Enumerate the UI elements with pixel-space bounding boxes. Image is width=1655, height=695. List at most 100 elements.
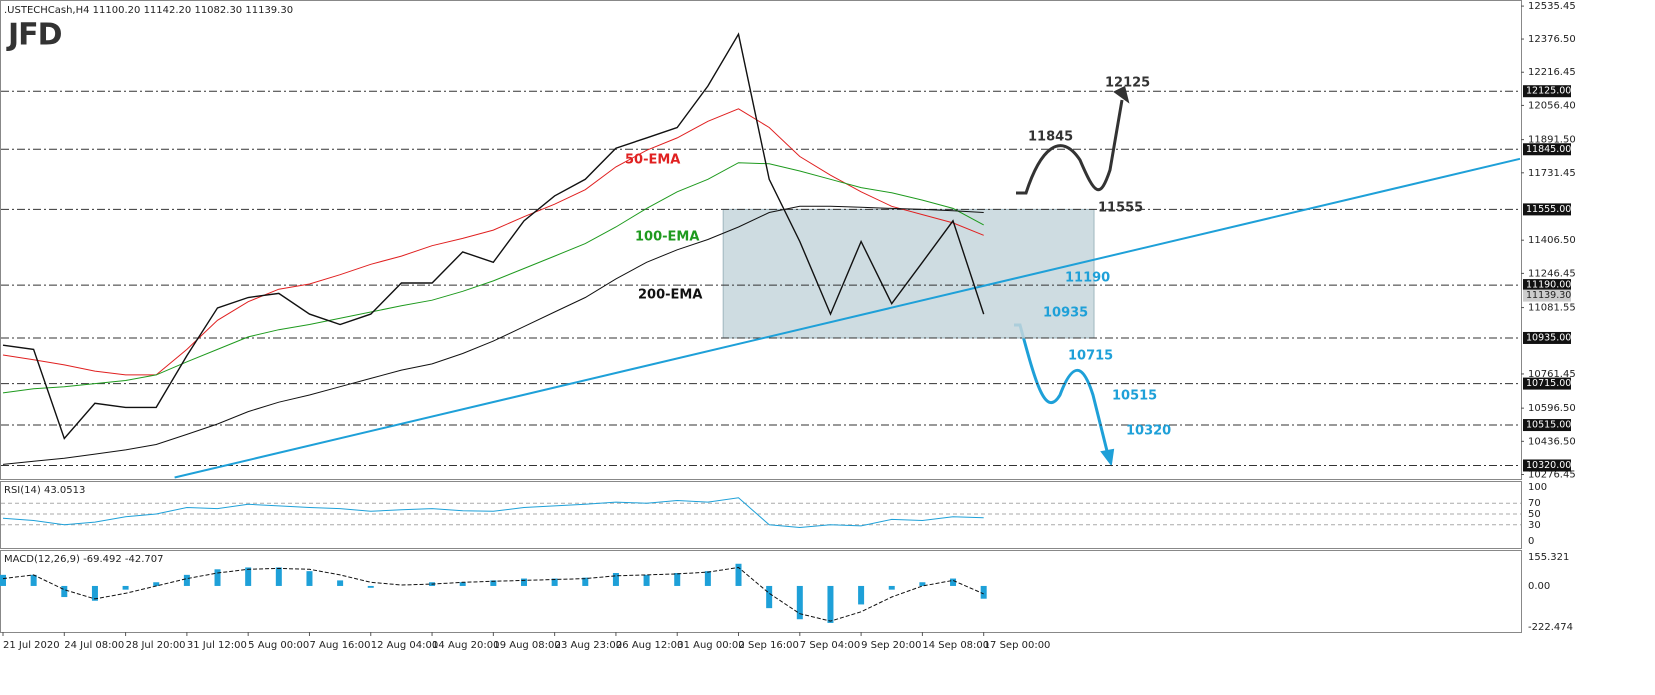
y-tick-label: 12376.50 <box>1528 34 1576 45</box>
level-label: 11845.00 <box>1526 144 1571 155</box>
ema-label: 50-EMA <box>625 153 680 168</box>
level-box <box>1523 279 1571 292</box>
level-box <box>1523 203 1571 216</box>
x-tick-label: 23 Aug 23:00 <box>555 640 622 651</box>
macd-bar <box>980 585 987 599</box>
macd-panel <box>0 550 1522 633</box>
macd-bar <box>490 580 497 586</box>
x-tick-label: 12 Aug 04:00 <box>371 640 438 651</box>
x-tick-label: 28 Jul 20:00 <box>126 640 186 651</box>
macd-bar <box>275 567 282 586</box>
y-tick-label: 12535.45 <box>1528 1 1576 12</box>
macd-bar <box>766 585 773 609</box>
level-box <box>1523 419 1571 432</box>
rsi-tick-label: 70 <box>1528 498 1541 509</box>
level-annotation: 10935 <box>1043 306 1088 321</box>
x-tick-label: 9 Sep 20:00 <box>861 640 921 651</box>
level-label: 10320.00 <box>1526 460 1571 471</box>
header: .USTECHCash,H4 11100.20 11142.20 11082.3… <box>4 5 293 16</box>
macd-bar <box>827 585 834 623</box>
y-tick-label: 10761.45 <box>1528 369 1576 380</box>
macd-bar <box>888 585 895 590</box>
level-box <box>1523 143 1571 156</box>
macd-bar <box>551 578 558 586</box>
rsi-tick-label: 100 <box>1528 482 1547 493</box>
level-box <box>1523 459 1571 472</box>
macd-tick-label: 155.321 <box>1528 552 1569 563</box>
ema-label: 200-EMA <box>638 288 702 303</box>
macd-bar <box>61 585 68 598</box>
rsi-panel <box>0 481 1522 549</box>
macd-bar <box>183 574 190 586</box>
level-box <box>1523 331 1571 344</box>
macd-bar <box>735 563 742 586</box>
macd-bar <box>612 573 619 586</box>
macd-bar <box>704 571 711 586</box>
last-price-label: 11139.30 <box>1526 290 1571 301</box>
level-annotation: 11555 <box>1098 201 1143 216</box>
macd-bar <box>796 585 803 620</box>
macd-bar <box>214 569 221 586</box>
rsi-line <box>2 497 984 529</box>
x-tick-label: 5 Aug 00:00 <box>248 640 309 651</box>
price-line <box>2 32 985 440</box>
rsi-label: RSI(14) 43.0513 <box>4 485 85 496</box>
macd-bar <box>337 580 344 586</box>
macd-tick-label: 0.00 <box>1528 581 1550 592</box>
last-price-box <box>1523 289 1571 302</box>
rsi-tick-label: 50 <box>1528 509 1541 520</box>
y-tick-label: 11731.45 <box>1528 168 1576 179</box>
level-annotation: 11845 <box>1028 130 1073 145</box>
macd-bar <box>153 582 160 586</box>
x-tick-label: 31 Jul 12:00 <box>187 640 247 651</box>
x-tick-label: 7 Aug 16:00 <box>309 640 370 651</box>
level-box <box>1523 85 1571 98</box>
macd-signal <box>2 566 984 622</box>
macd-bar <box>459 582 466 586</box>
y-tick-label: 12216.45 <box>1528 67 1576 78</box>
level-annotation: 10715 <box>1068 349 1113 364</box>
level-label: 10715.00 <box>1526 378 1571 389</box>
macd-bar <box>0 574 6 586</box>
bear-arrowhead <box>1100 448 1115 467</box>
macd-bar <box>582 577 589 586</box>
x-tick-label: 31 Aug 00:00 <box>677 640 744 651</box>
macd-bar <box>245 567 252 586</box>
macd-bar <box>520 578 527 586</box>
macd-bar <box>950 578 957 586</box>
x-tick-label: 14 Aug 20:00 <box>432 640 499 651</box>
x-tick-label: 2 Sep 16:00 <box>739 640 799 651</box>
ema-line <box>2 205 984 465</box>
x-tick-label: 19 Aug 08:00 <box>493 640 560 651</box>
level-label: 10515.00 <box>1526 420 1571 431</box>
level-annotation: 11190 <box>1065 271 1110 286</box>
rsi-tick-label: 30 <box>1528 520 1541 531</box>
macd-label: MACD(12,26,9) -69.492 -42.707 <box>4 554 164 565</box>
level-box <box>1523 377 1571 390</box>
y-tick-label: 11406.50 <box>1528 235 1576 246</box>
y-tick-label: 11891.50 <box>1528 135 1576 146</box>
rsi-tick-label: 0 <box>1528 536 1534 547</box>
macd-bar <box>858 585 865 605</box>
macd-bar <box>91 585 98 601</box>
y-tick-label: 10596.50 <box>1528 403 1576 414</box>
bear-scenario <box>1014 323 1110 456</box>
logo: JFD <box>6 18 62 53</box>
level-annotation: 10515 <box>1112 389 1157 404</box>
macd-bar <box>122 585 129 590</box>
y-tick-label: 11246.45 <box>1528 268 1576 279</box>
macd-tick-label: -222.474 <box>1528 622 1573 633</box>
x-tick-label: 14 Sep 08:00 <box>922 640 989 651</box>
level-label: 10935.00 <box>1526 332 1571 343</box>
x-tick-label: 26 Aug 12:00 <box>616 640 683 651</box>
x-tick-label: 21 Jul 2020 <box>3 640 60 651</box>
macd-bar <box>674 573 681 586</box>
macd-bar <box>30 574 37 586</box>
level-annotation: 12125 <box>1105 76 1150 91</box>
level-label: 11555.00 <box>1526 204 1571 215</box>
trendline <box>174 157 1521 479</box>
macd-bar <box>306 571 313 586</box>
y-tick-label: 10276.45 <box>1528 470 1576 481</box>
ema-line <box>2 162 984 394</box>
